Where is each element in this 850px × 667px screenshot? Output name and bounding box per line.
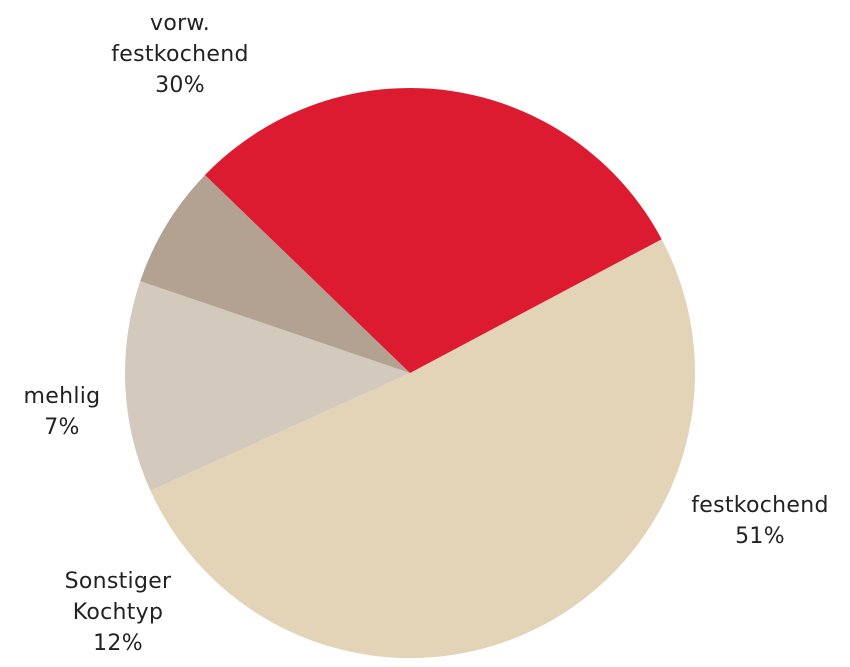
slice-name-line: festkochend: [111, 42, 249, 67]
pie-slices: [124, 87, 696, 659]
slice-name-line: Kochtyp: [73, 600, 164, 625]
slice-name-line: Sonstiger: [65, 569, 172, 594]
slice-label-0: festkochend 51%: [691, 493, 829, 549]
pie-slice-0: [150, 239, 696, 659]
pie-slice-3: [204, 87, 662, 373]
pie-labels: festkochend 51% Sonstiger Kochtyp 12% mehlig 7…: [24, 11, 829, 656]
pie-slice-2: [140, 175, 410, 373]
slice-name-line: mehlig: [24, 384, 101, 409]
slice-value-label: 7%: [44, 415, 80, 440]
slice-label-2: mehlig 7%: [24, 384, 101, 440]
slice-name-line: festkochend: [691, 493, 829, 518]
slice-label-1: Sonstiger Kochtyp 12%: [65, 569, 172, 656]
slice-value-label: 30%: [155, 73, 205, 98]
slice-name-line: vorw.: [150, 11, 210, 36]
pie-slice-1: [124, 281, 410, 491]
slice-value-label: 12%: [93, 631, 143, 656]
slice-value-label: 51%: [735, 524, 785, 549]
slice-label-3: vorw. festkochend 30%: [111, 11, 249, 98]
